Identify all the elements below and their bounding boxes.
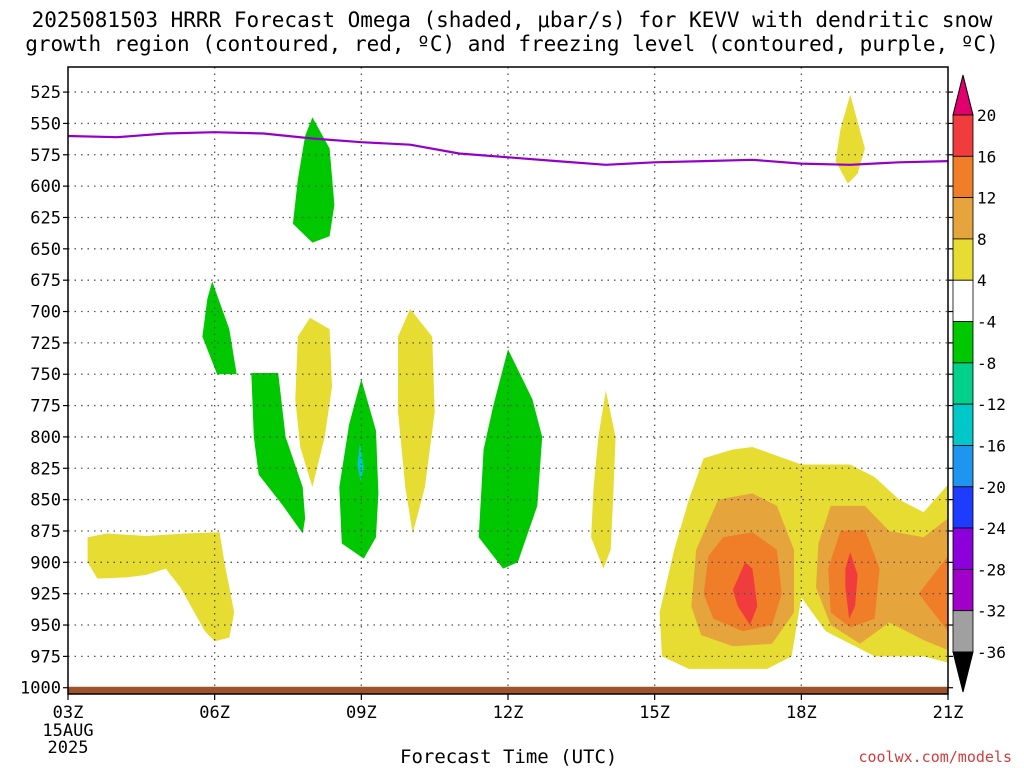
omega-region-1 (202, 281, 237, 375)
colorbar-label-3: 8 (977, 230, 987, 249)
chart-title: 2025081503 HRRR Forecast Omega (shaded, … (25, 8, 999, 56)
colorbar-cell-2 (952, 155, 974, 199)
y-tick-label-875: 875 (30, 522, 61, 542)
colorbar-label-6: -8 (977, 354, 996, 373)
colorbar-cell-12 (952, 568, 974, 612)
omega-region-4 (295, 317, 332, 488)
y-tick-label-700: 700 (30, 303, 61, 323)
x-tick-label-21Z: 21Z (933, 703, 964, 723)
colorbar-label-11: -28 (977, 560, 1006, 579)
y-tick-label-1000: 1000 (20, 679, 61, 699)
y-tick-label-950: 950 (30, 616, 61, 636)
omega-region-3 (292, 117, 335, 243)
x-axis-label: Forecast Time (UTC) (400, 746, 618, 768)
colorbar-label-13: -36 (977, 643, 1006, 662)
x-tick-label-15Z: 15Z (639, 703, 670, 723)
grid-lines (68, 67, 948, 694)
colorbar-label-2: 12 (977, 189, 996, 208)
colorbar-cell-6 (952, 321, 974, 364)
freezing-level-line (67, 131, 949, 166)
colorbar-label-7: -12 (977, 395, 1006, 414)
colorbar-top-triangle (952, 74, 974, 116)
x-tick-label-06Z: 06Z (199, 703, 230, 723)
omega-region-0 (87, 532, 235, 642)
colorbar-cell-1 (952, 114, 974, 157)
y-tick-label-550: 550 (30, 114, 61, 134)
colorbar-bottom-triangle (952, 651, 974, 693)
colorbar-cell-3 (952, 197, 974, 240)
x-tick-label-03Z: 03Z (53, 703, 84, 723)
y-tick-label-825: 825 (30, 459, 61, 479)
colorbar-label-8: -16 (977, 436, 1006, 455)
omega-region-7 (398, 309, 435, 534)
x-tick-label-18Z: 18Z (786, 703, 817, 723)
colorbar-label-12: -32 (977, 602, 1006, 621)
colorbar-cell-9 (952, 445, 974, 488)
y-tick-label-725: 725 (30, 334, 61, 354)
x-tick-label-12Z: 12Z (493, 703, 524, 723)
colorbar-label-1: 16 (977, 147, 996, 166)
y-tick-label-925: 925 (30, 585, 61, 605)
colorbar-cell-13 (952, 610, 974, 653)
omega-region-10 (835, 94, 865, 184)
y-tick-label-850: 850 (30, 491, 61, 511)
colorbar-cell-11 (952, 527, 974, 570)
y-tick-label-525: 525 (30, 83, 61, 103)
y-tick-label-800: 800 (30, 428, 61, 448)
y-tick-label-600: 600 (30, 177, 61, 197)
y-tick-label-975: 975 (30, 647, 61, 667)
y-tick-label-575: 575 (30, 146, 61, 166)
colorbar-label-10: -24 (977, 519, 1006, 538)
x-sublabel-0: 15AUG (42, 721, 93, 741)
y-tick-label-775: 775 (30, 397, 61, 417)
colorbar-label-4: 4 (977, 271, 987, 290)
omega-region-2 (251, 373, 306, 534)
y-tick-label-750: 750 (30, 365, 61, 385)
colorbar-cell-4 (952, 238, 974, 281)
y-tick-label-650: 650 (30, 240, 61, 260)
x-tick-label-09Z: 09Z (346, 703, 377, 723)
omega-region-9 (591, 390, 616, 569)
colorbar-cell-10 (952, 486, 974, 529)
omega-region-18 (845, 552, 858, 619)
omega-region-6 (357, 443, 364, 481)
colorbar-label-5: -4 (977, 313, 996, 332)
colorbar (952, 74, 974, 693)
x-sublabel-1: 2025 (48, 738, 89, 758)
y-tick-label-675: 675 (30, 271, 61, 291)
omega-region-8 (478, 349, 543, 569)
colorbar-cell-8 (952, 403, 974, 446)
y-tick-label-625: 625 (30, 208, 61, 228)
colorbar-cell-7 (952, 362, 974, 405)
colorbar-cell-5 (952, 279, 974, 322)
omega-regions (87, 94, 948, 669)
y-tick-label-900: 900 (30, 553, 61, 573)
colorbar-label-9: -20 (977, 478, 1006, 497)
colorbar-label-0: 20 (977, 106, 996, 125)
credit-link[interactable]: coolwx.com/models (858, 748, 1012, 766)
